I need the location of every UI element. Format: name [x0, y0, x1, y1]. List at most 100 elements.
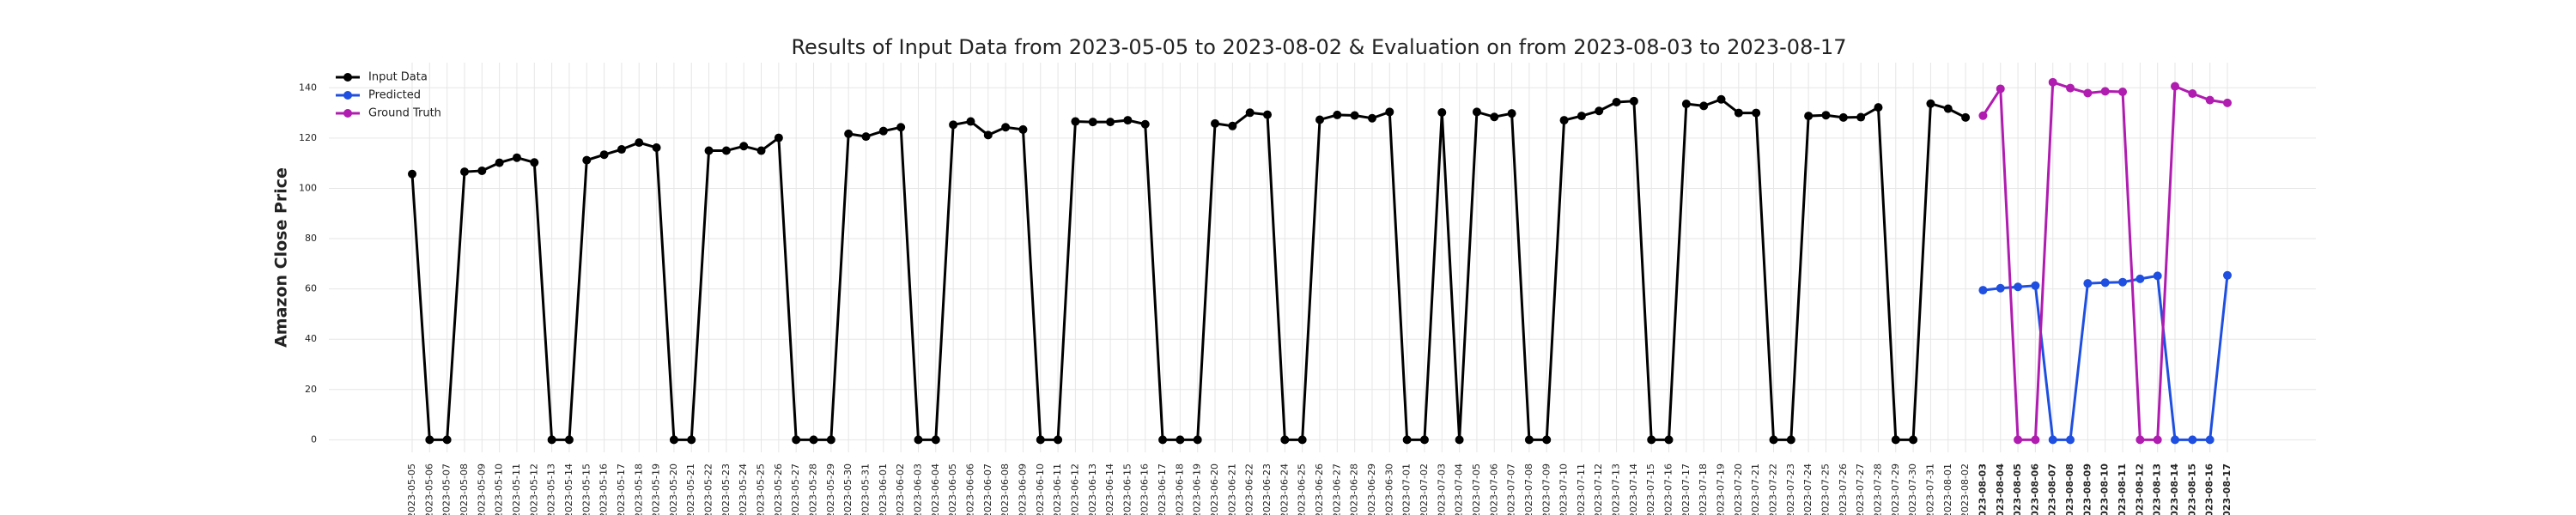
data-point [2014, 435, 2023, 445]
x-tick-label: 2023-06-01 [878, 464, 889, 515]
data-point [1419, 435, 1429, 445]
data-point [1176, 435, 1185, 445]
data-point [739, 142, 749, 151]
x-tick-label: 2023-06-22 [1244, 464, 1255, 515]
x-tick-label: 2023-07-15 [1645, 464, 1656, 515]
x-tick-label: 2023-05-26 [773, 464, 784, 515]
x-tick-label: 2023-05-27 [790, 464, 801, 515]
x-tick-label: 2023-08-11 [2117, 464, 2128, 515]
y-tick-label: 140 [299, 82, 317, 93]
x-tick-label: 2023-05-16 [598, 464, 610, 515]
x-tick-label: 2023-05-05 [406, 464, 417, 515]
data-point [1996, 283, 2005, 293]
data-point [1106, 118, 1115, 127]
x-tick-label: 2023-07-17 [1680, 464, 1692, 515]
data-point [2223, 98, 2232, 107]
data-point [1280, 435, 1290, 445]
data-point [721, 146, 731, 155]
data-point [2066, 83, 2075, 93]
data-point [1647, 435, 1656, 445]
chart-title: Results of Input Data from 2023-05-05 to… [791, 35, 1846, 59]
data-point [669, 435, 678, 445]
x-tick-label: 2023-08-06 [2029, 464, 2040, 515]
x-tick-label: 2023-08-01 [1942, 464, 1953, 515]
data-point [599, 150, 609, 160]
data-point [1211, 118, 1220, 128]
x-tick-label: 2023-06-24 [1279, 464, 1290, 515]
x-tick-label: 2023-06-05 [947, 464, 958, 515]
data-point [1140, 119, 1150, 129]
x-tick-label: 2023-05-28 [808, 464, 819, 515]
data-point [564, 435, 574, 445]
x-tick-label: 2023-05-18 [633, 464, 644, 515]
x-tick-label: 2023-06-08 [999, 464, 1011, 515]
x-tick-label: 2023-05-07 [441, 464, 453, 515]
x-tick-label: 2023-05-21 [685, 464, 696, 515]
x-tick-label: 2023-05-31 [860, 464, 872, 515]
data-point [1577, 112, 1586, 121]
x-tick-label: 2023-08-08 [2064, 464, 2075, 515]
x-tick-label: 2023-05-23 [720, 464, 732, 515]
data-point [1752, 108, 1761, 118]
data-point [1001, 123, 1011, 132]
data-point [861, 132, 871, 142]
data-point [1472, 107, 1481, 117]
data-point [792, 435, 801, 445]
legend-label: Ground Truth [368, 107, 441, 120]
data-point [2171, 435, 2180, 445]
x-tick-label: 2023-06-09 [1017, 464, 1028, 515]
data-point [2136, 274, 2145, 283]
x-tick-label: 2023-05-06 [423, 464, 434, 515]
x-tick-label: 2023-07-10 [1558, 464, 1570, 515]
x-tick-label: 2023-07-31 [1924, 464, 1935, 515]
x-tick-label: 2023-05-11 [511, 464, 522, 515]
data-point [1193, 435, 1202, 445]
data-point [1333, 110, 1342, 119]
data-point [1926, 99, 1935, 108]
x-tick-label: 2023-06-23 [1261, 464, 1273, 515]
x-tick-label: 2023-06-12 [1069, 464, 1080, 515]
data-point [1036, 435, 1045, 445]
x-tick-label: 2023-05-08 [459, 464, 470, 515]
x-tick-label: 2023-05-17 [616, 464, 627, 515]
x-tick-label: 2023-06-16 [1139, 464, 1151, 515]
data-point [966, 117, 975, 126]
data-point [1978, 111, 1988, 120]
data-point [2118, 277, 2128, 287]
data-point [809, 435, 818, 445]
x-tick-label: 2023-05-10 [494, 464, 505, 515]
data-point [1245, 108, 1255, 118]
x-tick-label: 2023-07-11 [1576, 464, 1587, 515]
x-tick-label: 2023-07-05 [1471, 464, 1482, 515]
x-tick-label: 2023-05-14 [563, 464, 574, 515]
data-point [1507, 109, 1516, 118]
x-tick-label: 2023-07-12 [1593, 464, 1604, 515]
x-tick-label: 2023-08-15 [2186, 464, 2197, 515]
x-tick-label: 2023-07-01 [1401, 464, 1413, 515]
x-tick-label: 2023-07-13 [1611, 464, 1622, 515]
x-tick-label: 2023-06-25 [1297, 464, 1308, 515]
data-point [2188, 435, 2197, 445]
x-tick-label: 2023-07-22 [1768, 464, 1779, 515]
x-tick-label: 2023-06-20 [1209, 464, 1220, 515]
data-point [2118, 87, 2128, 96]
data-point [477, 166, 487, 175]
data-point [914, 435, 923, 445]
data-point [1978, 286, 1988, 295]
data-point [1385, 107, 1394, 117]
x-tick-label: 2023-07-07 [1506, 464, 1517, 515]
data-point [1455, 435, 1464, 445]
data-point [652, 143, 661, 153]
x-tick-label: 2023-06-30 [1383, 464, 1394, 515]
legend-label: Predicted [368, 89, 421, 102]
data-point [2171, 82, 2180, 91]
x-tick-label: 2023-07-06 [1488, 464, 1499, 515]
x-tick-label: 2023-07-04 [1454, 464, 1465, 515]
x-tick-label: 2023-07-24 [1802, 464, 1814, 515]
x-tick-label: 2023-07-19 [1716, 464, 1727, 515]
data-point [1716, 94, 1726, 104]
data-point [844, 129, 854, 138]
y-tick-label: 120 [299, 132, 317, 143]
x-tick-label: 2023-06-19 [1192, 464, 1203, 515]
